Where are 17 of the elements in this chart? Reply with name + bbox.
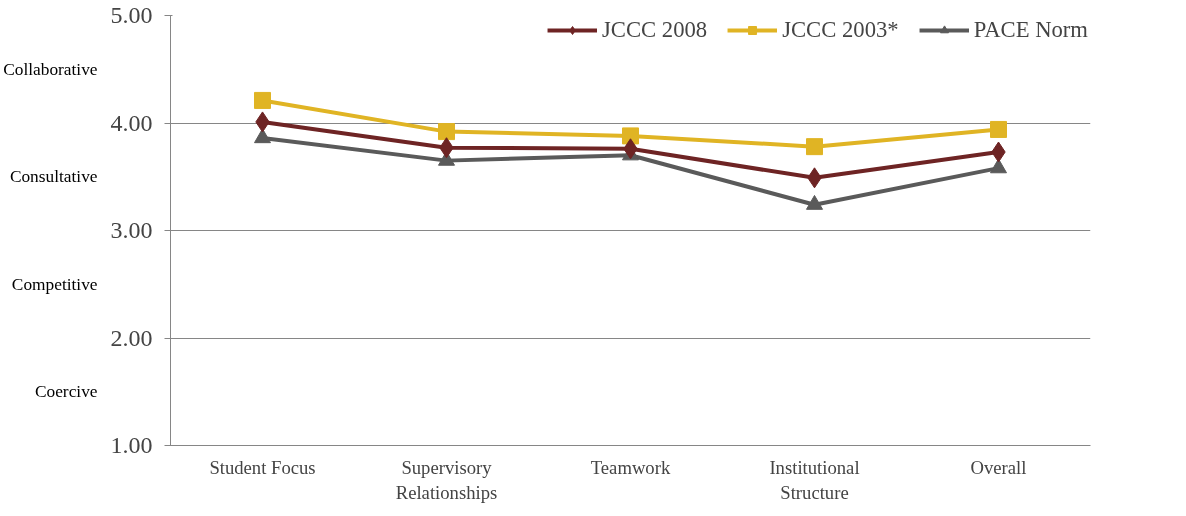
x-tick-label: Teamwork [590, 456, 671, 478]
x-tick-label: Institutional Structure [769, 456, 860, 503]
x-tick-label: Supervisory Relationships [395, 456, 498, 503]
y-tick-label: 5.00 [110, 2, 153, 28]
y-tick-label: 4.00 [110, 109, 153, 136]
x-tick-label: Overall [970, 456, 1027, 478]
text: Collaborative [3, 59, 98, 79]
y-tick-label: 1.00 [110, 432, 153, 458]
legend-label: PACE Norm [973, 17, 1088, 43]
text: Competitive [11, 274, 98, 294]
y-tick-label: 3.00 [110, 217, 153, 243]
x-tick-label: Student Focus [209, 456, 316, 478]
text: Consultative [9, 167, 98, 187]
y-tick-label: 2.00 [110, 324, 153, 351]
legend-label: JCCC 2008 [602, 17, 708, 43]
legend-label: JCCC 2003* [782, 17, 899, 43]
text: Coercive [34, 382, 98, 402]
